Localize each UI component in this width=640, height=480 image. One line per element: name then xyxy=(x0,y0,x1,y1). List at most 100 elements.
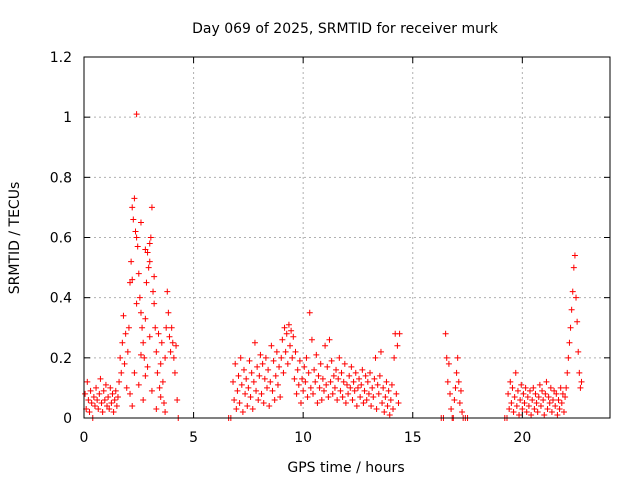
data-point xyxy=(247,393,254,400)
data-point xyxy=(540,396,547,403)
data-point xyxy=(299,375,306,382)
data-point xyxy=(569,288,576,295)
y-tick-label: 0.6 xyxy=(50,231,72,247)
data-point xyxy=(142,315,149,322)
data-point xyxy=(96,390,103,397)
data-point xyxy=(144,363,151,370)
data-point xyxy=(510,408,517,415)
data-point xyxy=(145,264,152,271)
data-point xyxy=(516,411,523,418)
data-point xyxy=(147,234,154,241)
data-point xyxy=(82,390,89,397)
data-point xyxy=(282,348,289,355)
y-tick-label: 0 xyxy=(63,411,72,427)
data-point xyxy=(140,339,147,346)
data-point xyxy=(388,381,395,388)
data-point xyxy=(129,204,136,211)
data-point xyxy=(364,378,371,385)
data-point xyxy=(146,258,153,265)
data-point xyxy=(243,375,250,382)
data-point xyxy=(452,384,459,391)
data-point xyxy=(525,402,532,409)
data-point xyxy=(268,342,275,349)
data-point xyxy=(291,375,298,382)
data-point xyxy=(327,378,334,385)
data-point xyxy=(513,402,520,409)
data-point xyxy=(169,339,176,346)
data-point xyxy=(98,399,105,406)
data-point xyxy=(316,384,323,391)
data-point xyxy=(127,390,134,397)
data-point xyxy=(141,354,148,361)
data-point xyxy=(238,381,245,388)
data-point xyxy=(159,378,166,385)
data-point xyxy=(529,396,536,403)
data-point xyxy=(376,372,383,379)
data-point xyxy=(262,354,269,361)
data-point xyxy=(356,375,363,382)
data-point xyxy=(375,390,382,397)
y-tick-label: 0.4 xyxy=(50,291,72,307)
data-point xyxy=(448,405,455,412)
data-point xyxy=(396,330,403,337)
data-point xyxy=(357,393,364,400)
data-point xyxy=(137,351,144,358)
data-point xyxy=(553,390,560,397)
data-point xyxy=(528,411,535,418)
data-point xyxy=(347,384,354,391)
data-point xyxy=(285,321,292,328)
x-tick-label: 5 xyxy=(189,430,198,446)
data-point xyxy=(237,354,244,361)
data-point xyxy=(372,354,379,361)
data-point xyxy=(100,387,107,394)
data-point xyxy=(129,402,136,409)
data-point xyxy=(234,387,241,394)
data-point xyxy=(314,399,321,406)
data-point xyxy=(166,333,173,340)
data-point xyxy=(233,405,240,412)
data-point xyxy=(527,387,534,394)
data-point xyxy=(345,390,352,397)
data-point xyxy=(518,381,525,388)
data-point xyxy=(135,270,142,277)
data-point xyxy=(505,390,512,397)
data-point xyxy=(546,399,553,406)
data-point xyxy=(112,387,119,394)
data-point xyxy=(249,405,256,412)
data-point xyxy=(281,324,288,331)
data-point xyxy=(577,384,584,391)
data-point xyxy=(339,393,346,400)
data-point xyxy=(93,384,100,391)
data-point xyxy=(239,408,246,415)
data-point xyxy=(171,369,178,376)
data-point xyxy=(319,375,326,382)
data-point xyxy=(294,366,301,373)
data-point xyxy=(261,375,268,382)
data-point xyxy=(153,348,160,355)
data-point xyxy=(555,396,562,403)
data-point xyxy=(134,243,141,250)
data-point xyxy=(522,384,529,391)
data-point xyxy=(142,372,149,379)
data-point xyxy=(517,396,524,403)
data-point xyxy=(168,324,175,331)
data-point xyxy=(125,324,132,331)
y-axis-label: SRMTID / TECUs xyxy=(7,182,23,295)
data-point xyxy=(571,252,578,259)
data-point xyxy=(277,393,284,400)
data-point xyxy=(165,309,172,316)
data-point xyxy=(382,393,389,400)
data-point xyxy=(113,402,120,409)
data-point xyxy=(292,348,299,355)
data-point xyxy=(276,363,283,370)
data-point xyxy=(310,390,317,397)
chart-title: Day 069 of 2025, SRMTID for receiver mur… xyxy=(192,21,499,37)
data-point xyxy=(330,372,337,379)
data-point xyxy=(148,387,155,394)
data-point xyxy=(266,402,273,409)
data-point xyxy=(374,381,381,388)
data-point xyxy=(273,348,280,355)
data-point xyxy=(566,339,573,346)
data-point xyxy=(251,339,258,346)
data-point xyxy=(328,357,335,364)
